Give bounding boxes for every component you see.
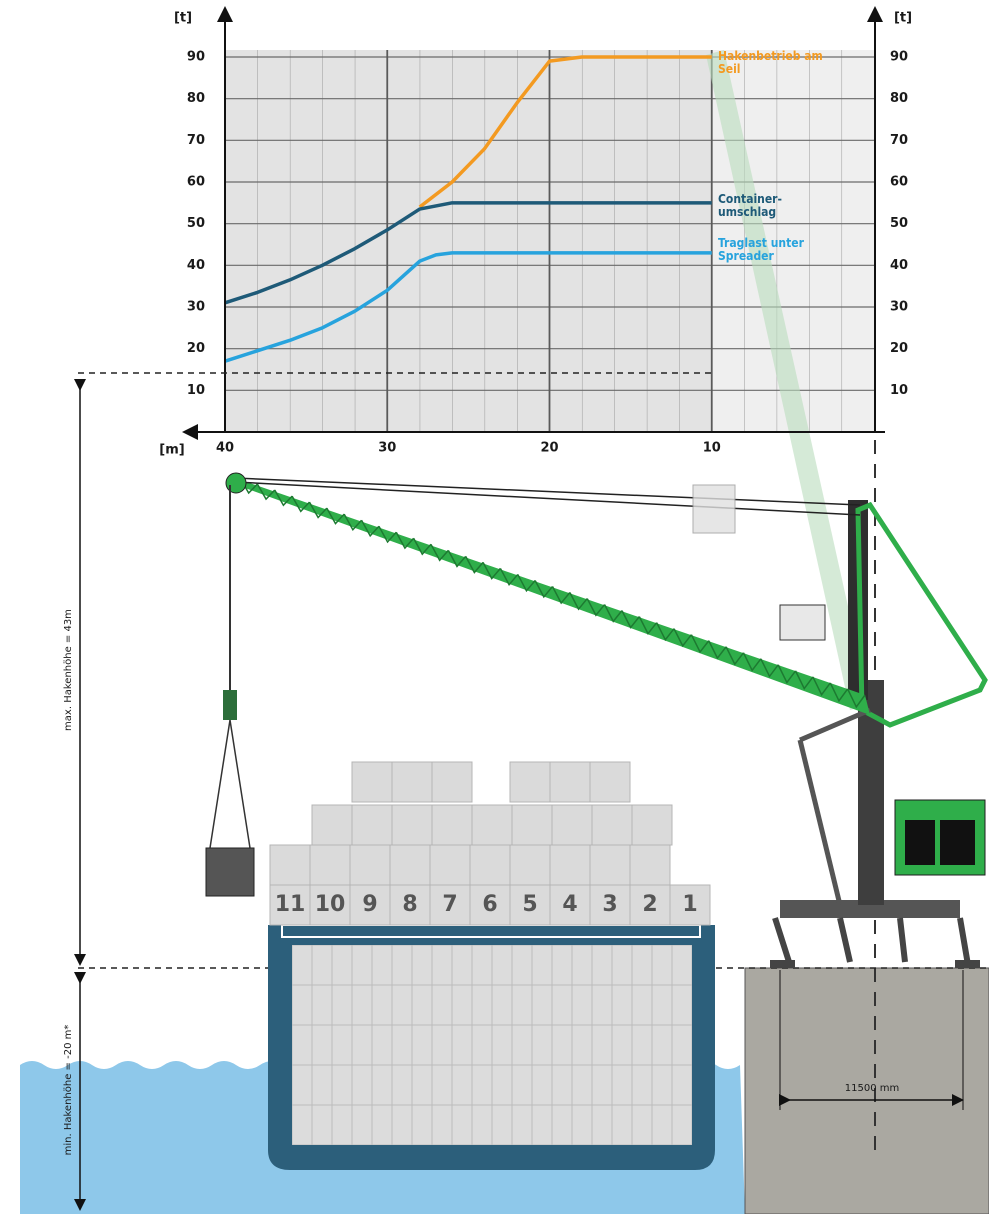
legend-entry: Hakenbetrieb am Seil — [718, 49, 823, 76]
y2-tick-label: 50 — [890, 216, 908, 231]
y2-tick-label: 60 — [890, 175, 908, 190]
bay-number: 9 — [362, 892, 377, 917]
x-tick-label: 40 — [216, 441, 234, 456]
container — [349, 844, 391, 886]
y-tick-label: 50 — [187, 216, 205, 231]
container — [591, 804, 633, 846]
container — [471, 804, 513, 846]
container — [551, 804, 593, 846]
min-hook-height: min. Hakenhöhe = -20 m* — [63, 1025, 74, 1156]
x-axis-label: [m] — [159, 443, 184, 458]
cab — [779, 604, 826, 641]
y-tick-label: 70 — [187, 133, 205, 148]
y2-tick-label: 10 — [890, 383, 908, 398]
y-tick-label: 80 — [187, 91, 205, 106]
bay-number: 11 — [275, 892, 306, 917]
x-tick-label: 20 — [540, 441, 558, 456]
container — [629, 844, 671, 886]
container — [469, 884, 511, 926]
outriggers — [772, 917, 971, 966]
series-line — [418, 55, 712, 209]
legend-entry: Container-umschlag — [718, 192, 782, 219]
outrigger-width: 11500 mm — [845, 1083, 899, 1094]
container — [669, 884, 711, 926]
container — [431, 804, 473, 846]
bay-number: 6 — [482, 892, 497, 917]
container — [431, 761, 473, 803]
series-line — [224, 201, 712, 305]
x-tick-label: 30 — [378, 441, 396, 456]
y-tick-label: 90 — [187, 50, 205, 65]
container — [549, 761, 591, 803]
container — [589, 761, 631, 803]
y-tick-label: 40 — [187, 258, 205, 273]
load — [205, 847, 255, 897]
container — [469, 844, 511, 886]
container — [629, 884, 671, 926]
max-hook-height: max. Hakenhöhe = 43m — [63, 609, 74, 731]
hook — [223, 690, 237, 720]
container — [351, 804, 393, 846]
container — [509, 884, 551, 926]
crane — [205, 472, 988, 968]
container — [509, 844, 551, 886]
raised-boom — [706, 50, 870, 710]
container — [589, 844, 631, 886]
y-tick-label: 20 — [187, 341, 205, 356]
container — [589, 884, 631, 926]
bay-number: 3 — [602, 892, 617, 917]
container — [269, 844, 311, 886]
faded-load — [692, 484, 736, 534]
quay — [744, 967, 989, 1214]
bay-number: 7 — [442, 892, 457, 917]
container — [511, 804, 553, 846]
y-tick-label: 10 — [187, 383, 205, 398]
y2-tick-label: 90 — [890, 50, 908, 65]
y2-tick-label: 30 — [890, 300, 908, 315]
container — [389, 844, 431, 886]
bay-number: 2 — [642, 892, 657, 917]
container — [509, 761, 551, 803]
y2-tick-label: 80 — [890, 91, 908, 106]
bay-number: 1 — [682, 892, 697, 917]
container — [429, 884, 471, 926]
container — [309, 844, 351, 886]
container — [309, 884, 351, 926]
ship-hold — [292, 945, 692, 1145]
bay-number: 8 — [402, 892, 417, 917]
pad — [770, 960, 795, 968]
deck-containers: 11 10 9 8 7 6 5 4 3 2 1 — [269, 761, 711, 926]
container — [269, 884, 311, 926]
legend-entry: Traglast unter Spreader — [718, 236, 804, 263]
container — [631, 804, 673, 846]
y-tick-label: 30 — [187, 300, 205, 315]
bay-number: 10 — [315, 892, 346, 917]
container — [549, 884, 591, 926]
undercarriage — [780, 900, 960, 918]
container — [311, 804, 353, 846]
y2-axis-label: [t] — [894, 11, 912, 26]
y-tick-label: 60 — [187, 175, 205, 190]
container — [351, 761, 393, 803]
y-axis-label: [t] — [174, 11, 192, 26]
bay-number: 4 — [562, 892, 577, 917]
bay-number: 5 — [522, 892, 537, 917]
series-line — [224, 251, 712, 363]
y2-tick-label: 40 — [890, 258, 908, 273]
container — [389, 884, 431, 926]
y2-tick-label: 20 — [890, 341, 908, 356]
boom — [235, 478, 870, 715]
container — [549, 844, 591, 886]
x-tick-label: 10 — [703, 441, 721, 456]
container — [429, 844, 471, 886]
container — [391, 804, 433, 846]
container — [391, 761, 433, 803]
y2-tick-label: 70 — [890, 133, 908, 148]
pad — [955, 960, 980, 968]
